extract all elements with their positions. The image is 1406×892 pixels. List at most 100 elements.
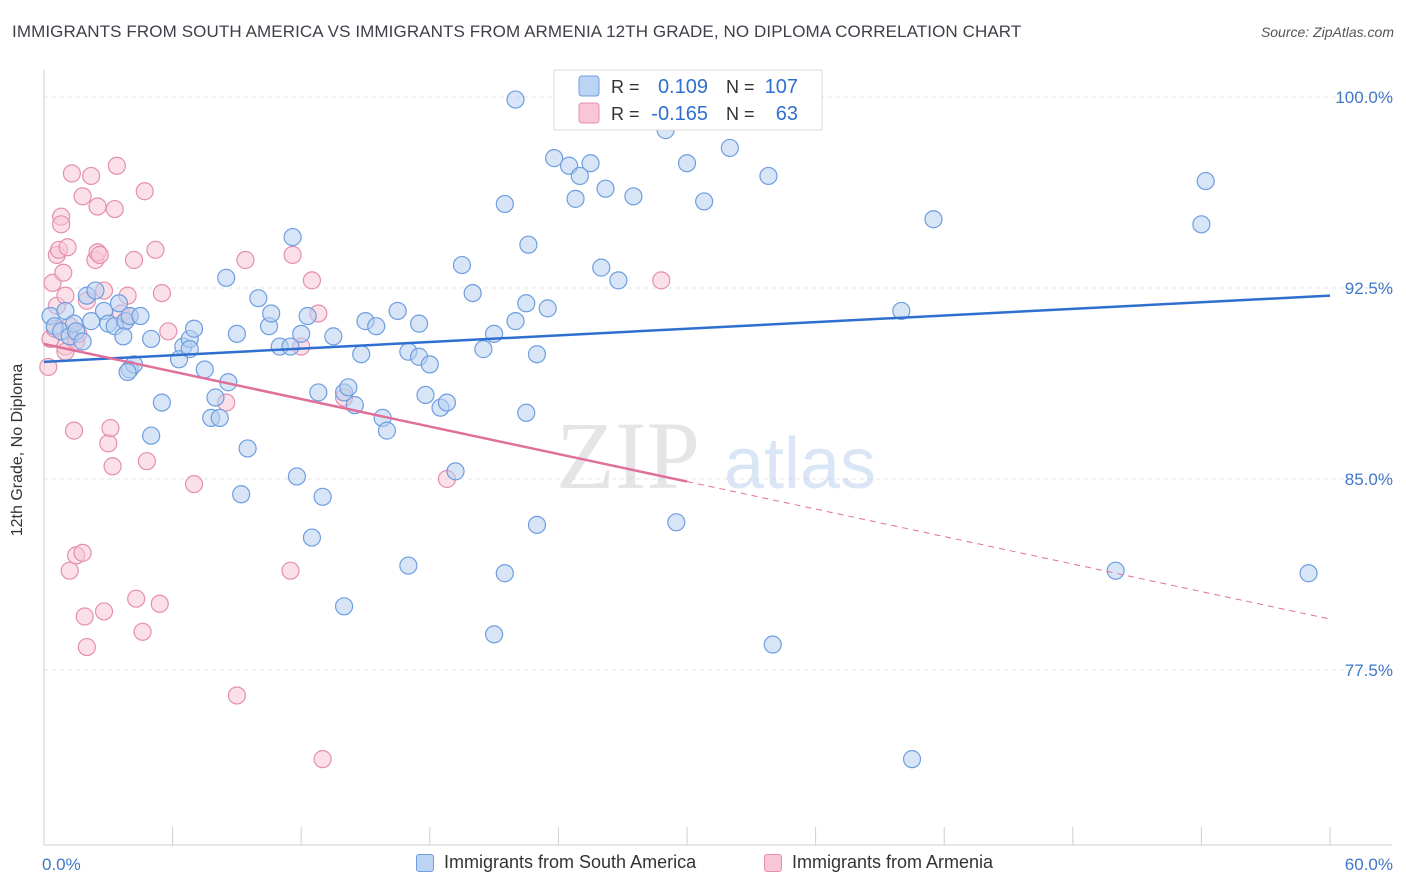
point-south-america-34 — [206, 388, 225, 407]
point-south-america-58 — [377, 421, 397, 440]
legend-label-armenia: Immigrants from Armenia — [792, 852, 994, 872]
point-south-america-62 — [409, 314, 429, 333]
x-tick-label-1: 60.0% — [1345, 855, 1393, 874]
point-south-america-107 — [399, 556, 418, 575]
point-south-america-77 — [527, 345, 547, 364]
point-armenia-42 — [124, 250, 144, 270]
point-armenia-43 — [127, 589, 146, 608]
legend-n-value-blue: 107 — [765, 76, 798, 98]
point-south-america-95 — [892, 301, 911, 321]
point-armenia-63 — [652, 271, 671, 290]
point-armenia-55 — [281, 561, 300, 580]
legend-n-label-blue: N = — [726, 77, 755, 97]
point-south-america-14 — [109, 294, 129, 313]
point-armenia-56 — [283, 245, 302, 264]
chart-title: IMMIGRANTS FROM SOUTH AMERICA VS IMMIGRA… — [12, 22, 1022, 41]
legend-swatch-blue — [578, 75, 600, 97]
point-armenia-47 — [146, 240, 165, 259]
point-south-america-73 — [506, 312, 525, 331]
point-south-america-67 — [446, 462, 465, 481]
point-armenia-16 — [64, 421, 84, 440]
point-south-america-104 — [527, 515, 547, 534]
point-south-america-24 — [142, 426, 161, 445]
point-south-america-63 — [416, 385, 435, 405]
y-axis-title: 12th Grade, No Diploma — [9, 363, 26, 537]
point-armenia-53 — [227, 686, 246, 705]
point-armenia-51 — [184, 474, 204, 494]
watermark-atlas: atlas — [724, 424, 876, 504]
point-south-america-96 — [924, 210, 943, 229]
point-south-america-79 — [545, 149, 564, 168]
point-armenia-23 — [75, 607, 94, 626]
series-legend: Immigrants from South America Immigrants… — [0, 852, 1406, 876]
point-south-america-39 — [249, 289, 268, 308]
point-south-america-86 — [609, 271, 628, 290]
point-south-america-56 — [367, 317, 386, 336]
legend-r-label-blue: R = — [611, 77, 640, 97]
legend-label-south-america: Immigrants from South America — [444, 852, 697, 872]
point-armenia-13 — [58, 238, 77, 257]
point-armenia-26 — [82, 166, 101, 186]
point-armenia-44 — [133, 622, 152, 641]
point-south-america-64 — [420, 355, 439, 374]
point-south-america-29 — [195, 360, 214, 379]
point-armenia-9 — [54, 263, 73, 282]
legend-item-armenia[interactable]: Immigrants from Armenia — [764, 852, 993, 873]
point-armenia-58 — [302, 271, 322, 290]
point-south-america-110 — [506, 90, 525, 109]
point-south-america-66 — [437, 393, 457, 412]
point-south-america-72 — [495, 194, 514, 214]
point-armenia-35 — [103, 457, 122, 476]
point-south-america-38 — [232, 485, 251, 504]
x-tick-label-0: 0.0% — [42, 855, 81, 874]
point-armenia-10 — [56, 286, 75, 305]
point-south-america-37 — [238, 439, 257, 458]
point-armenia-31 — [94, 602, 114, 621]
legend-n-value-pink: 63 — [776, 103, 798, 125]
point-armenia-50 — [159, 322, 178, 341]
point-south-america-10 — [86, 281, 105, 300]
point-south-america-48 — [309, 383, 328, 402]
series-south-america-points — [41, 90, 1318, 769]
point-armenia-45 — [135, 182, 154, 201]
point-south-america-22 — [142, 329, 161, 349]
correlation-legend: R = 0.109 N = 107 R = -0.165 N = 63 — [553, 69, 823, 131]
point-south-america-32 — [210, 408, 229, 427]
point-south-america-98 — [1196, 171, 1215, 191]
point-south-america-43 — [281, 337, 300, 356]
point-south-america-46 — [298, 306, 317, 326]
point-armenia-34 — [101, 418, 120, 438]
y-tick-label-1: 92.5% — [1345, 279, 1393, 298]
point-south-america-105 — [495, 564, 514, 583]
point-south-america-52 — [339, 378, 358, 397]
point-south-america-101 — [763, 635, 782, 654]
point-south-america-82 — [570, 166, 589, 186]
point-south-america-59 — [388, 301, 407, 321]
legend-item-south-america[interactable]: Immigrants from South America — [416, 852, 696, 873]
point-south-america-109 — [302, 528, 322, 547]
point-south-america-92 — [720, 138, 739, 158]
source-label: Source: ZipAtlas.com — [1260, 24, 1394, 40]
point-south-america-41 — [262, 304, 281, 323]
point-south-america-84 — [592, 258, 611, 277]
point-south-america-21 — [118, 362, 137, 382]
point-south-america-70 — [474, 340, 493, 359]
point-armenia-8 — [52, 215, 71, 234]
point-south-america-54 — [352, 345, 371, 364]
point-armenia-29 — [88, 197, 107, 216]
point-armenia-21 — [73, 187, 92, 206]
point-armenia-60 — [313, 750, 332, 769]
point-south-america-36 — [217, 268, 236, 287]
point-armenia-54 — [236, 250, 255, 270]
point-south-america-93 — [759, 166, 778, 186]
point-south-america-97 — [1192, 215, 1211, 234]
point-south-america-75 — [517, 294, 536, 313]
point-armenia-48 — [150, 594, 169, 613]
point-south-america-87 — [624, 187, 643, 206]
point-south-america-23 — [152, 393, 171, 412]
point-south-america-106 — [485, 625, 504, 644]
point-south-america-28 — [184, 319, 204, 338]
legend-swatch-armenia — [764, 853, 782, 872]
point-armenia-37 — [107, 156, 126, 175]
point-south-america-83 — [581, 154, 600, 173]
